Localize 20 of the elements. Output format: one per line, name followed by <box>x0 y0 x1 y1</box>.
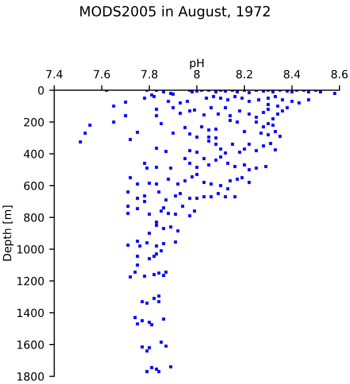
x-tick-label: 8.4 <box>284 70 300 78</box>
y-tick-label: 1600 <box>17 340 44 349</box>
y-tick-label: 1400 <box>17 308 44 318</box>
x-tick-label: 8.2 <box>236 70 252 78</box>
y-tick-label: 200 <box>24 118 44 126</box>
y-tick-label: 600 <box>24 182 44 190</box>
y-axis-title: Depth [m] <box>2 206 14 261</box>
x-tick-label: 7.6 <box>94 70 110 78</box>
y-tick-label: 800 <box>24 213 44 222</box>
x-tick-label: 8.6 <box>331 70 348 78</box>
y-tick-label: 1000 <box>17 245 44 254</box>
x-tick-label: 8 <box>194 70 200 78</box>
y-tick-label: 1800 <box>17 372 44 381</box>
y-tick-label: 1200 <box>17 276 44 286</box>
y-tick-label: 400 <box>24 150 44 158</box>
x-tick-label: 7.8 <box>141 70 158 78</box>
x-tick-label: 7.4 <box>46 70 62 78</box>
y-tick-label: 0 <box>38 86 44 95</box>
x-axis-title: pH <box>190 58 204 70</box>
chart-title: MODS2005 in August, 1972 <box>80 6 270 20</box>
